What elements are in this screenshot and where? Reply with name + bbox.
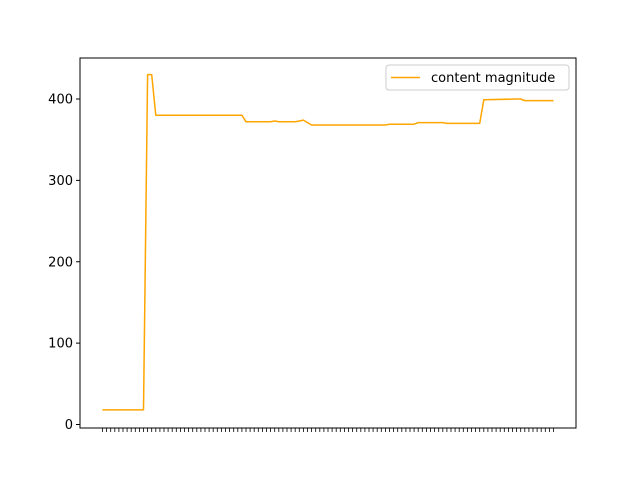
y-tick-label: 300 [48, 174, 73, 189]
plot-frame [79, 57, 577, 429]
y-tick-label: 0 [65, 418, 73, 433]
y-tick-label: 400 [48, 93, 73, 108]
x-axis [102, 428, 554, 432]
y-axis: 0 100 200 300 400 [48, 93, 80, 433]
legend-label: content magnitude [431, 71, 555, 86]
y-tick-label: 100 [48, 337, 73, 352]
y-tick-label: 200 [48, 255, 73, 270]
legend: content magnitude [385, 64, 570, 91]
legend-box [385, 64, 570, 91]
series-line [102, 73, 554, 411]
plot-layer [102, 73, 554, 411]
